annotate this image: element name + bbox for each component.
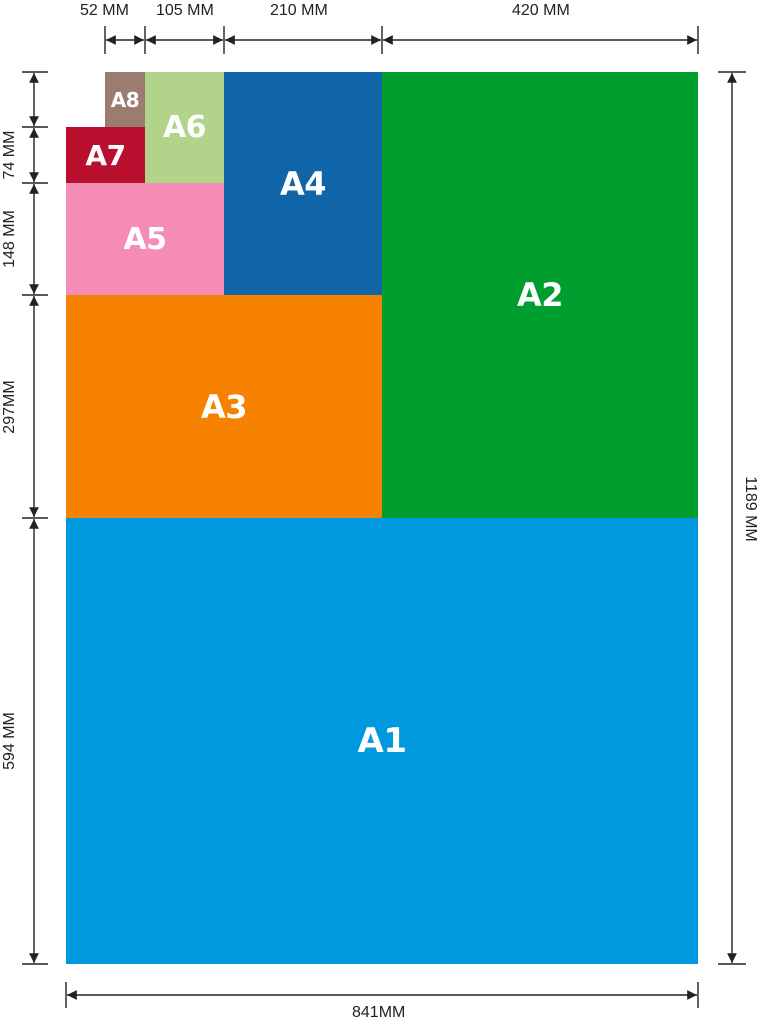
dim-label-top-210: 210 MM <box>270 2 328 19</box>
dim-label-left-594: 594 MM <box>1 712 18 770</box>
sheet-a7: A7 <box>66 127 145 183</box>
sheet-a2: A2 <box>382 72 698 518</box>
sheet-a1-label: A1 <box>357 721 407 761</box>
dim-label-left-297: 297MM <box>1 380 18 434</box>
dim-label-top-420: 420 MM <box>512 2 570 19</box>
sheet-a5: A5 <box>66 183 224 295</box>
dim-label-left-148: 148 MM <box>1 210 18 268</box>
sheet-a8-label: A8 <box>110 87 140 112</box>
sheet-a3-label: A3 <box>200 387 248 426</box>
dim-label-top-52: 52 MM <box>80 2 129 19</box>
sheet-a4-label: A4 <box>279 164 327 203</box>
dim-label-right-1189: 1189 MM <box>742 476 759 542</box>
sheet-a3: A3 <box>66 295 382 518</box>
sheet-a2-label: A2 <box>516 276 564 314</box>
sheet-a4: A4 <box>224 72 382 295</box>
dim-label-top-105: 105 MM <box>156 2 214 19</box>
sheet-a5-label: A5 <box>123 221 167 257</box>
sheet-a6-label: A6 <box>162 110 207 145</box>
sheet-a1: A1 <box>66 518 698 964</box>
dim-label-left-74: 74 MM <box>1 130 18 180</box>
sheet-a7-label: A7 <box>85 138 126 172</box>
sheet-a8: A8 <box>105 72 145 127</box>
sheet-a6: A6 <box>145 72 224 183</box>
dim-label-bottom-841: 841MM <box>352 1004 406 1021</box>
